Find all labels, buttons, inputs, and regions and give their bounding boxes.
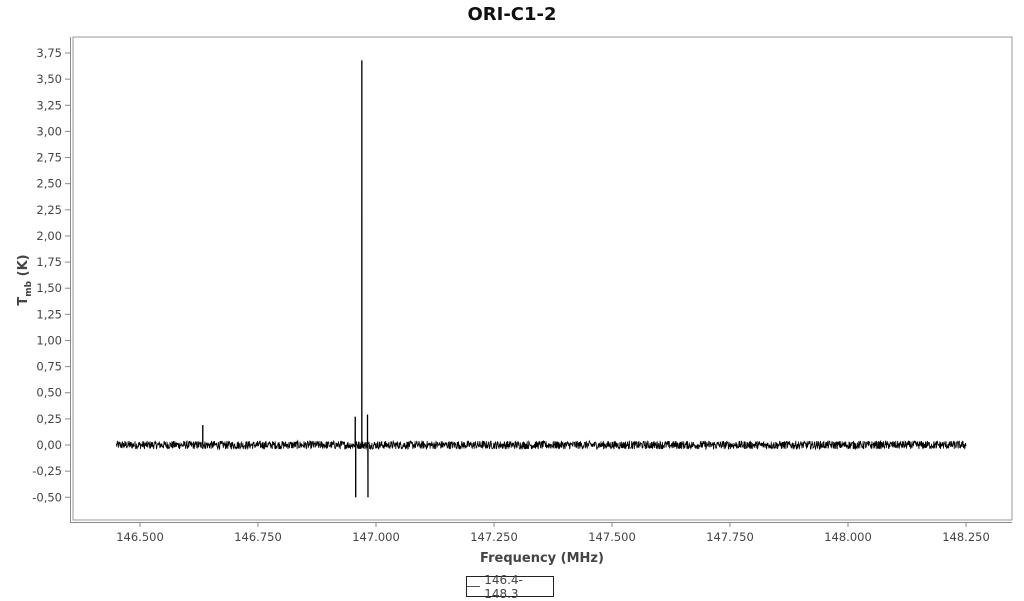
y-tick-label: 0,75 xyxy=(36,360,62,374)
y-axis-label: Tmb (K) xyxy=(16,254,34,305)
legend-label: 146.4-148.3 xyxy=(484,572,523,601)
x-tick-label: 147.500 xyxy=(588,530,636,544)
y-tick-label: 1,50 xyxy=(36,281,62,295)
y-tick-label: 0,25 xyxy=(36,412,62,426)
legend: 146.4-148.3 xyxy=(466,573,554,601)
y-tick-label: 1,75 xyxy=(36,255,62,269)
spectrum-line xyxy=(116,60,967,498)
x-axis-label: Frequency (MHz) xyxy=(480,551,604,566)
y-tick-label: 2,50 xyxy=(36,177,62,191)
chart-title: ORI-C1-2 xyxy=(467,4,557,25)
x-tick-label: 147.750 xyxy=(706,530,754,544)
y-tick-label: 2,75 xyxy=(36,151,62,165)
y-tick-label: 1,00 xyxy=(36,333,62,347)
y-tick-label: 3,75 xyxy=(36,46,62,60)
legend-line-swatch xyxy=(467,586,481,587)
y-tick-label: 0,50 xyxy=(36,386,62,400)
y-tick-label: 2,00 xyxy=(36,229,62,243)
y-tick-label: 3,50 xyxy=(36,72,62,86)
y-tick-label: 2,25 xyxy=(36,203,62,217)
plot-area xyxy=(72,36,1013,521)
y-tick-label: -0,25 xyxy=(32,464,62,478)
x-tick-label: 148.000 xyxy=(824,530,872,544)
y-tick-label: 3,25 xyxy=(36,98,62,112)
x-tick-label: 148.250 xyxy=(942,530,990,544)
x-tick-label: 147.000 xyxy=(352,530,400,544)
y-tick-label: 3,00 xyxy=(36,124,62,138)
x-tick-label: 146.750 xyxy=(234,530,282,544)
x-tick-label: 146.500 xyxy=(116,530,164,544)
y-tick-label: 0,00 xyxy=(36,438,62,452)
y-tick-label: 1,25 xyxy=(36,307,62,321)
x-tick-label: 147.250 xyxy=(470,530,518,544)
y-tick-label: -0,50 xyxy=(32,490,62,504)
